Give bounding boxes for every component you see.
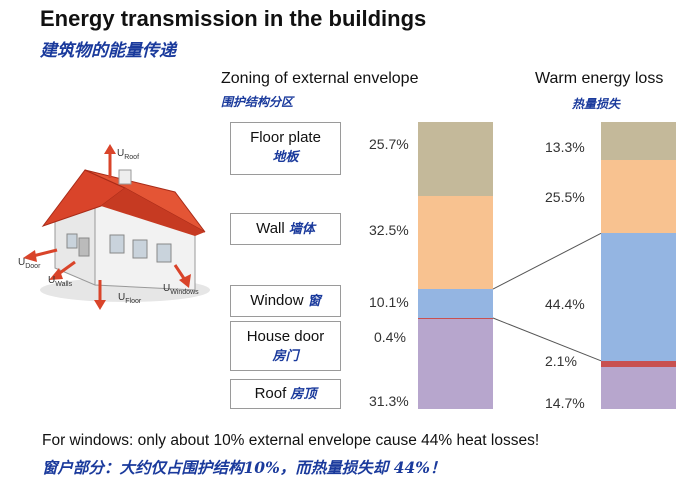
zone-window: Window 窗 xyxy=(230,285,341,317)
zone-floor-plate-label: Floor plate xyxy=(250,129,321,146)
zone-roof: Roof 房顶 xyxy=(230,379,341,409)
zone-window-label-cn: 窗 xyxy=(307,294,321,309)
page-title: Energy transmission in the buildings xyxy=(40,6,427,31)
bar-envelope-segment-house-door xyxy=(418,318,493,321)
u-floor-label: UFloor xyxy=(118,292,142,305)
envelope-pct-window: 10.1% xyxy=(369,294,409,310)
bar-envelope-segment-wall xyxy=(418,195,493,290)
zone-house-door-label: House door xyxy=(246,328,325,345)
loss-pct-roof: 14.7% xyxy=(545,395,585,411)
house-illustration xyxy=(23,144,210,310)
zone-house-door: House door 房门 xyxy=(230,321,341,371)
footer-note-cn: 窗户部分：大约仅占围护结构10%，而热量损失却 44%！ xyxy=(42,458,446,477)
right-column-header-cn: 热量损失 xyxy=(572,97,621,111)
u-roof-label: URoof xyxy=(117,148,140,161)
zone-window-label: Window xyxy=(250,292,304,309)
zone-wall-label: Wall xyxy=(256,220,285,237)
right-column-header: Warm energy loss xyxy=(535,70,664,87)
u-door-label: UDoor xyxy=(18,257,41,270)
loss-stacked-bar xyxy=(601,122,676,409)
left-column-header-cn: 围护结构分区 xyxy=(221,95,294,109)
bar-envelope-segment-window xyxy=(418,289,493,319)
bar-envelope-segment-roof xyxy=(418,319,493,409)
page-subtitle-cn: 建筑物的能量传递 xyxy=(40,41,176,61)
left-column-header: Zoning of external envelope xyxy=(221,70,419,87)
bar-loss-segment-wall xyxy=(601,160,676,234)
zone-wall-label-cn: 墙体 xyxy=(288,222,315,237)
bar-loss-segment-window xyxy=(601,233,676,361)
envelope-stacked-bar xyxy=(418,122,493,409)
envelope-pct-floor: 25.7% xyxy=(369,136,409,152)
loss-pct-wall: 25.5% xyxy=(545,189,585,205)
envelope-pct-door: 0.4% xyxy=(374,329,406,345)
u-windows-label: UWindows xyxy=(163,283,199,296)
zone-roof-label: Roof xyxy=(254,385,287,402)
u-walls-label: UWalls xyxy=(48,275,73,288)
loss-pct-window: 44.4% xyxy=(545,296,585,312)
bar-envelope-segment-floor-plate xyxy=(418,122,493,196)
zone-roof-label-cn: 房顶 xyxy=(290,387,317,402)
zone-wall: Wall 墙体 xyxy=(230,213,341,245)
bar-loss-segment-floor-plate xyxy=(601,122,676,161)
loss-pct-floor: 13.3% xyxy=(545,139,585,155)
bar-loss-segment-house-door xyxy=(601,360,676,367)
envelope-pct-wall: 32.5% xyxy=(369,222,409,238)
bar-loss-segment-roof xyxy=(601,366,676,409)
envelope-pct-roof: 31.3% xyxy=(369,393,409,409)
zone-floor-plate-label-cn: 地板 xyxy=(272,150,299,165)
loss-pct-door: 2.1% xyxy=(545,353,577,369)
zone-floor-plate: Floor plate 地板 xyxy=(230,122,341,175)
footer-note: For windows: only about 10% external env… xyxy=(42,432,540,449)
zone-house-door-label-cn: 房门 xyxy=(272,349,299,364)
